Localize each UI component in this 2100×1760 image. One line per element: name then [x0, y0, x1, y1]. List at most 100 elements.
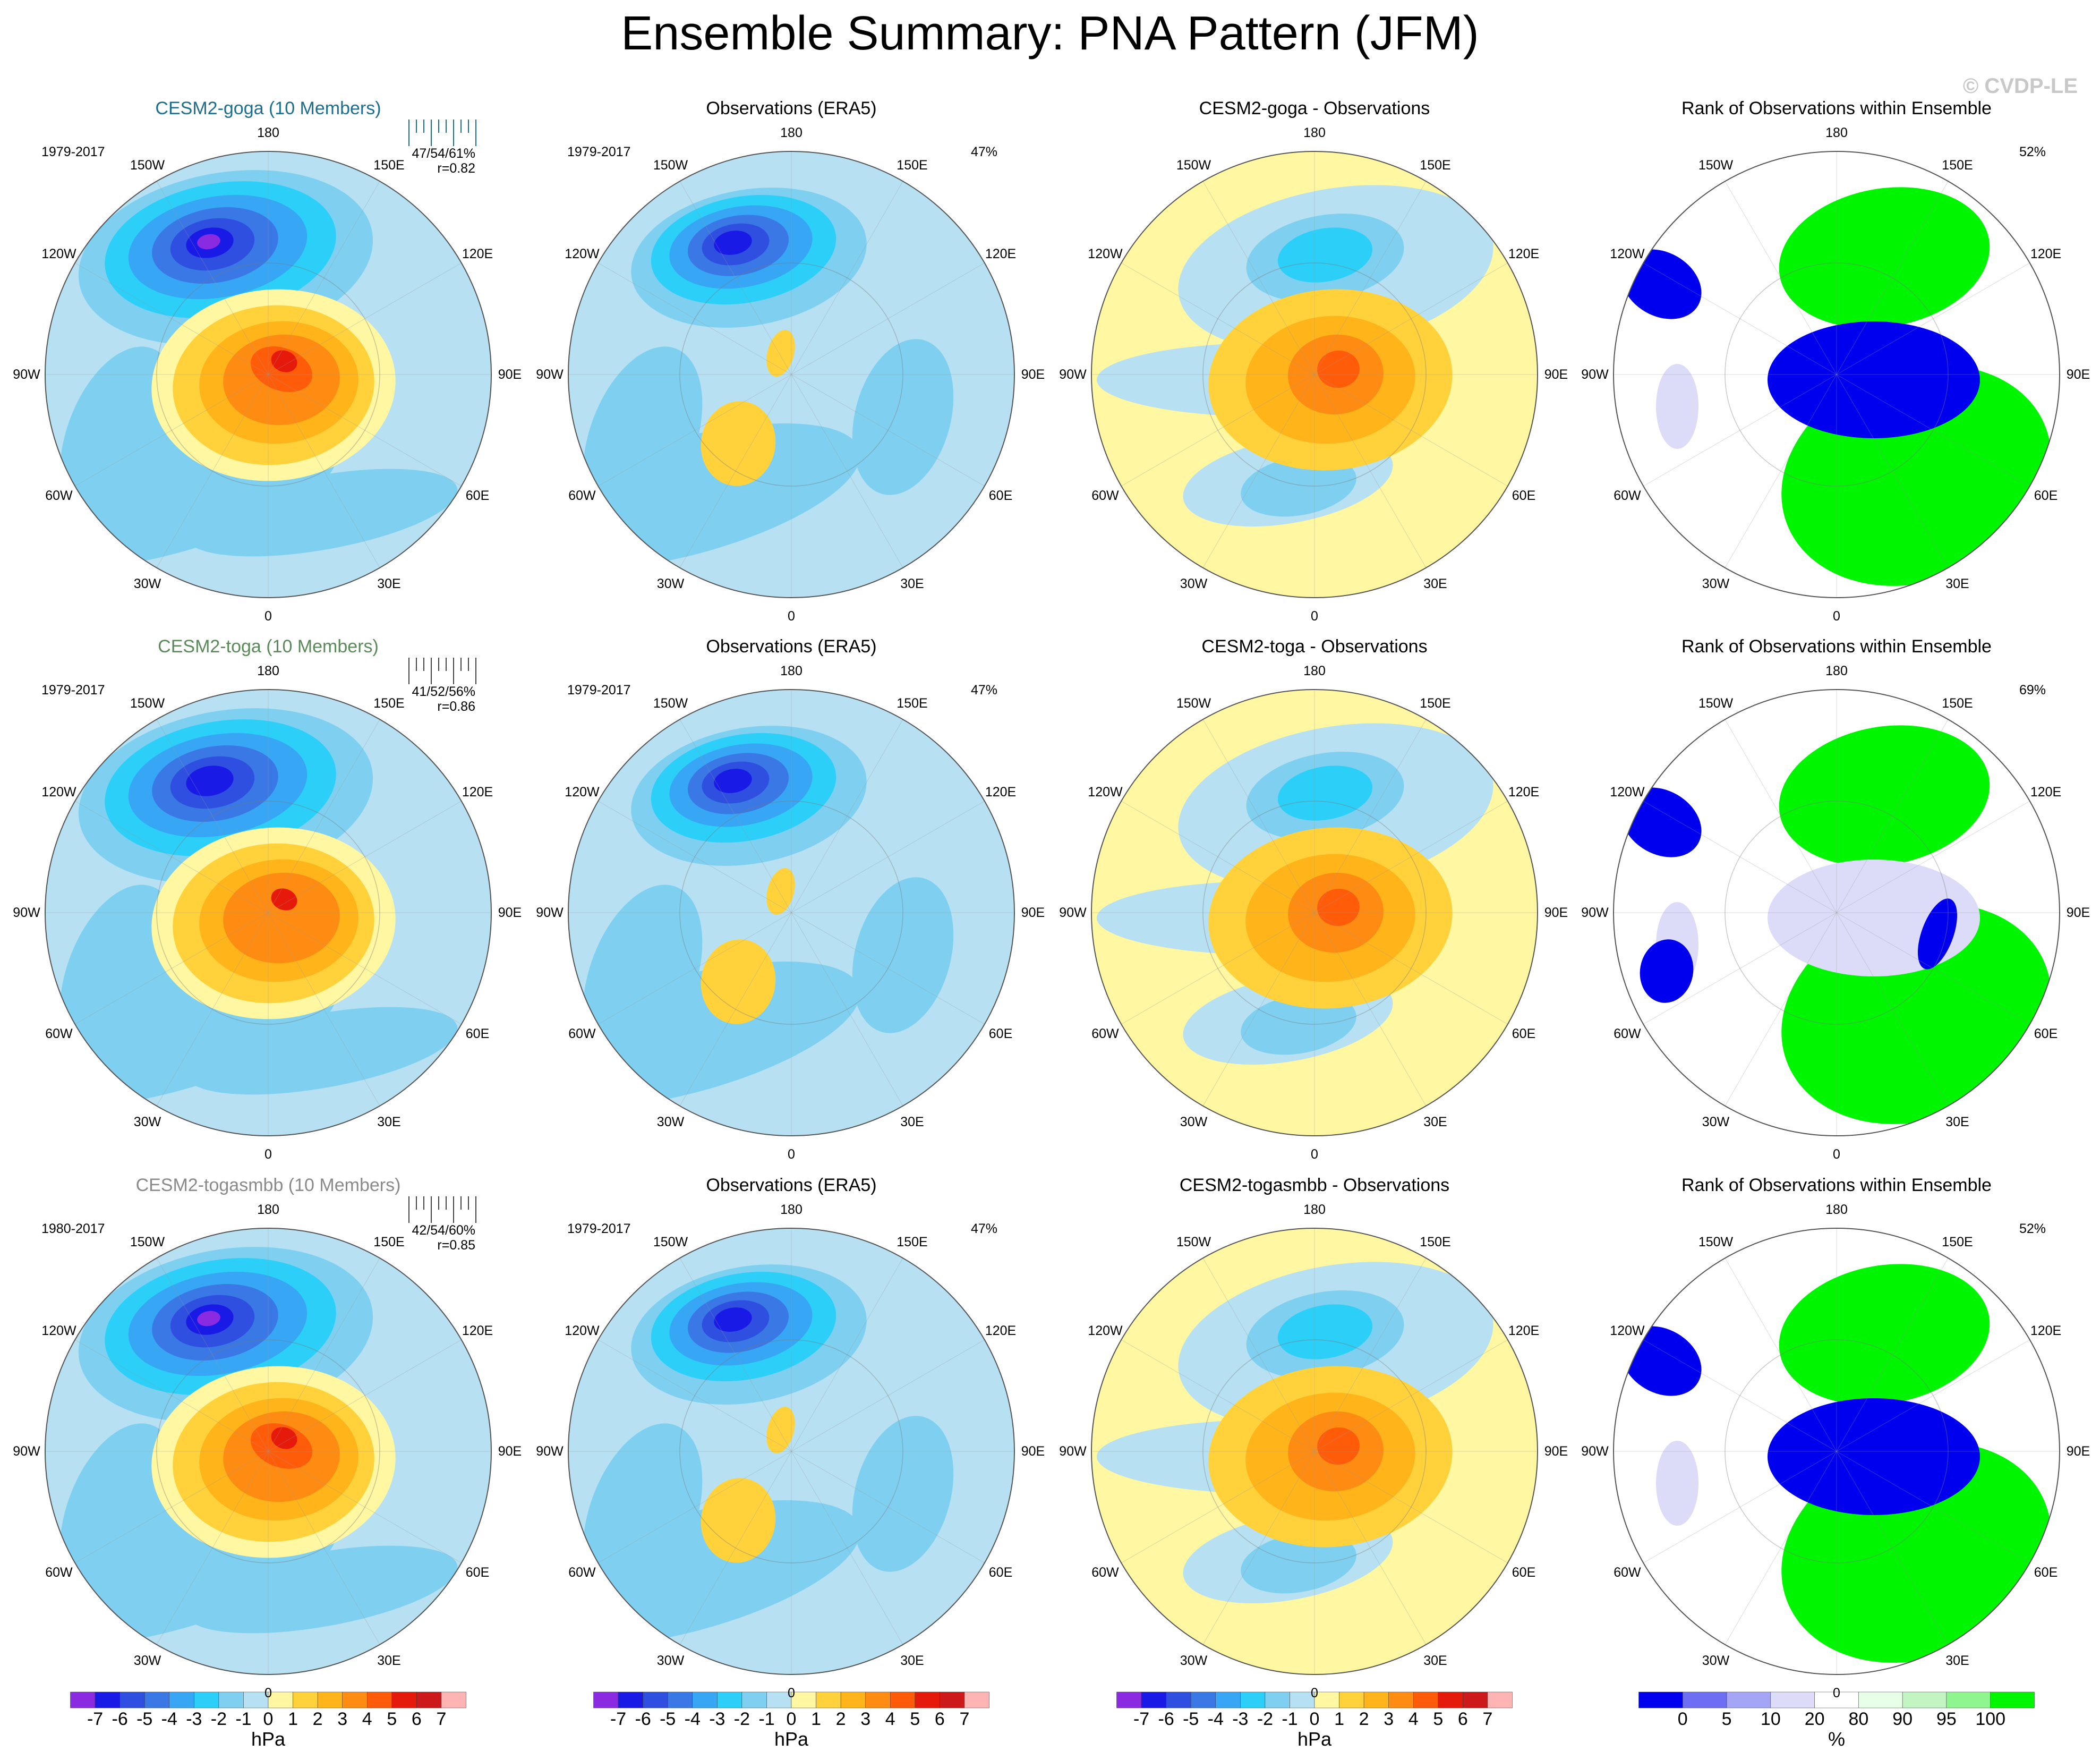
- longitude-label: 30E: [1423, 1653, 1447, 1669]
- period-label: 1979-2017: [41, 683, 105, 698]
- longitude-label: 60E: [988, 488, 1013, 503]
- longitude-label: 90E: [498, 367, 522, 382]
- longitude-label: 30W: [133, 576, 161, 592]
- longitude-label: 0: [264, 1686, 272, 1701]
- colorbar-label: 0: [1309, 1709, 1320, 1729]
- longitude-label: 150W: [130, 157, 165, 173]
- field-medium: [45, 690, 491, 1136]
- longitude-label: 30W: [1180, 1653, 1208, 1669]
- colorbar-segment: [1990, 1691, 2035, 1708]
- longitude-label: 90W: [1059, 905, 1087, 920]
- longitude-label: 180: [1825, 125, 1848, 140]
- colorbar-segment: [1814, 1691, 1859, 1708]
- longitude-label: 90E: [1021, 905, 1045, 920]
- longitude-label: 60E: [2034, 488, 2058, 503]
- colorbar-label: 7: [436, 1709, 447, 1729]
- colorbar-segment: [1726, 1691, 1771, 1708]
- longitude-label: 120W: [1088, 1323, 1123, 1338]
- colorbar-segment: [218, 1691, 244, 1708]
- longitude-label: 30W: [1702, 576, 1730, 592]
- colorbar-label: 3: [337, 1709, 348, 1729]
- colorbar-segment: [268, 1691, 293, 1708]
- longitude-label: 120E: [2030, 1323, 2062, 1338]
- colorbar-label: -7: [610, 1709, 627, 1729]
- field-rank-b: [1614, 690, 2060, 1136]
- stats-label: 47/54/61%: [412, 146, 475, 161]
- colorbar-label: 5: [387, 1709, 397, 1729]
- longitude-label: 30E: [900, 1653, 924, 1669]
- longitude-label: 120E: [985, 246, 1017, 261]
- longitude-label: 60W: [45, 1565, 73, 1580]
- rank-title: Rank of Observations within Ensemble: [1681, 636, 1992, 657]
- longitude-label: 180: [1303, 1202, 1326, 1217]
- colorbar-label: -6: [635, 1709, 651, 1729]
- model-title: CESM2-goga (10 Members): [155, 98, 381, 118]
- model-title: CESM2-toga (10 Members): [158, 636, 379, 657]
- longitude-label: 150W: [1176, 1234, 1211, 1249]
- longitude-label: 60E: [988, 1026, 1013, 1041]
- colorbar-label: 1: [811, 1709, 822, 1729]
- longitude-label: 150E: [897, 1234, 928, 1249]
- variance-label: 47%: [970, 144, 997, 159]
- colorbar-unit: hPa: [251, 1728, 286, 1750]
- longitude-label: 150W: [1176, 695, 1211, 711]
- colorbar-segment: [243, 1691, 269, 1708]
- colorbar-segment: [1683, 1691, 1727, 1708]
- period-label: 1979-2017: [567, 683, 631, 698]
- colorbar-label: -1: [235, 1709, 252, 1729]
- longitude-label: 90E: [498, 905, 522, 920]
- longitude-label: 60W: [568, 1565, 596, 1580]
- longitude-label: 180: [1825, 1202, 1848, 1217]
- colorbar-segment: [741, 1691, 767, 1708]
- rank-title: Rank of Observations within Ensemble: [1681, 98, 1992, 118]
- longitude-label: 90E: [1021, 367, 1045, 382]
- longitude-label: 150W: [1698, 1234, 1734, 1249]
- longitude-label: 180: [780, 1202, 803, 1217]
- colorbar-label: 2: [312, 1709, 323, 1729]
- colorbar-label: -3: [186, 1709, 202, 1729]
- longitude-label: 150W: [130, 695, 165, 711]
- colorbar-segment: [342, 1691, 368, 1708]
- colorbar-label: 4: [362, 1709, 372, 1729]
- rank-pct-label: 52%: [2019, 1221, 2046, 1236]
- longitude-label: 60E: [1512, 1026, 1536, 1041]
- longitude-label: 60E: [988, 1565, 1013, 1580]
- stats-label: 42/54/60%: [412, 1223, 475, 1238]
- longitude-label: 90W: [1581, 367, 1609, 382]
- longitude-label: 60W: [1614, 488, 1641, 503]
- longitude-label: 150E: [1942, 157, 1973, 173]
- field-diff-c: [1091, 1228, 1538, 1674]
- longitude-label: 60W: [1091, 488, 1119, 503]
- longitude-label: 90W: [1581, 905, 1609, 920]
- colorbar-segment: [1388, 1691, 1414, 1708]
- field-obs: [568, 151, 1014, 598]
- longitude-label: 120E: [2030, 246, 2062, 261]
- colorbar-segment: [840, 1691, 866, 1708]
- longitude-label: 120W: [1610, 246, 1645, 261]
- colorbar-label: 90: [1892, 1709, 1913, 1729]
- longitude-label: 90W: [1581, 1444, 1609, 1459]
- longitude-label: 60E: [2034, 1565, 2058, 1580]
- longitude-label: 60W: [568, 488, 596, 503]
- rank-pct-label: 69%: [2019, 683, 2046, 698]
- longitude-label: 90W: [536, 1444, 564, 1459]
- colorbar-segment: [1463, 1691, 1488, 1708]
- colorbar-segment: [1946, 1691, 1991, 1708]
- colorbar-label: 80: [1848, 1709, 1869, 1729]
- colorbar-segment: [667, 1691, 693, 1708]
- diff-title: CESM2-goga - Observations: [1199, 98, 1430, 118]
- longitude-label: 150W: [1698, 695, 1734, 711]
- colorbar-unit: %: [1828, 1728, 1845, 1750]
- colorbar-label: 3: [1384, 1709, 1394, 1729]
- longitude-label: 60E: [1512, 1565, 1536, 1580]
- longitude-label: 120E: [1508, 246, 1540, 261]
- longitude-label: 0: [1311, 1147, 1318, 1162]
- longitude-label: 60W: [568, 1026, 596, 1041]
- longitude-label: 60W: [1614, 1026, 1641, 1041]
- longitude-label: 150W: [130, 1234, 165, 1249]
- colorbar-segment: [1116, 1691, 1142, 1708]
- colorbar-label: -2: [210, 1709, 227, 1729]
- colorbar-segment: [1363, 1691, 1389, 1708]
- longitude-label: 150E: [897, 695, 928, 711]
